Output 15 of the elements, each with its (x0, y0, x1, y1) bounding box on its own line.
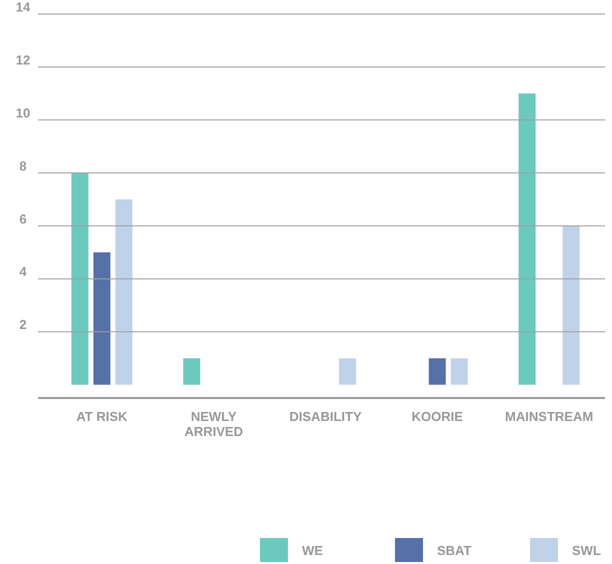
y-tick-label: 6 (19, 211, 27, 226)
legend-label: SWL (572, 543, 601, 558)
legend-label: SBAT (437, 543, 472, 558)
x-tick-label: KOORIE (412, 409, 464, 424)
y-tick-label: 12 (16, 52, 30, 68)
legend-label: WE (302, 543, 324, 558)
x-tick-label: NEWLY ARRIVED (184, 409, 243, 440)
x-tick-label: MAINSTREAM (505, 409, 594, 424)
y-tick-label: 2 (19, 317, 27, 332)
y-tick-label: 14 (16, 0, 31, 14)
x-tick-label: AT RISK (76, 409, 128, 424)
y-tick-label: 10 (16, 105, 30, 120)
x-tick-label: DISABILITY (289, 409, 362, 424)
y-tick-label: 4 (19, 264, 28, 280)
y-tick-label: 8 (19, 158, 27, 174)
